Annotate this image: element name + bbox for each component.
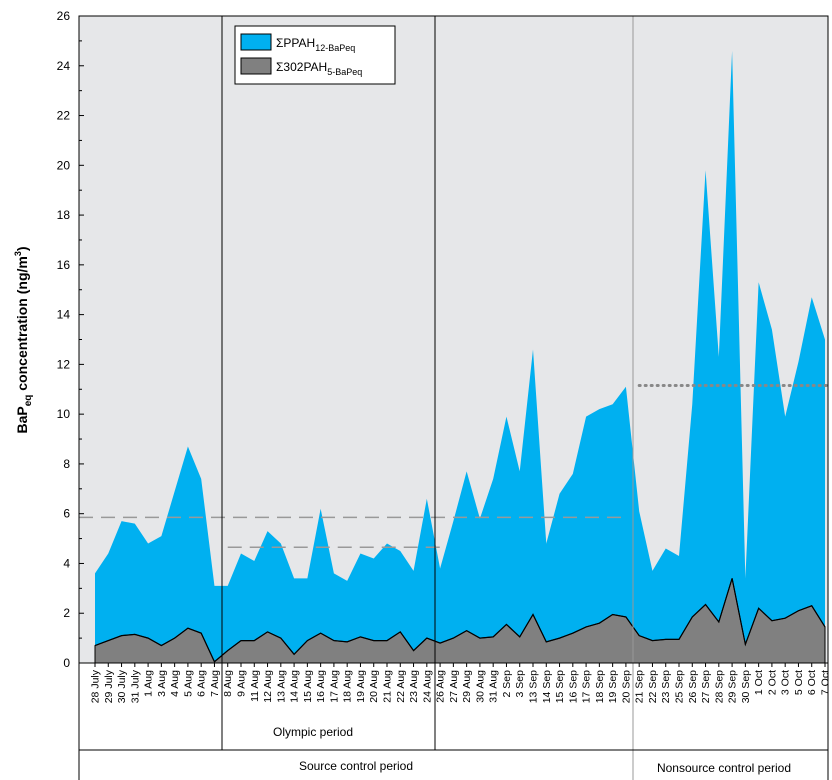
legend-swatch-ppah [240, 33, 272, 51]
x-tick-label: 18 Aug [342, 670, 354, 703]
x-tick-label: 20 Aug [368, 670, 380, 703]
y-tick-label: 26 [57, 9, 71, 23]
y-tick-label: 22 [57, 109, 71, 123]
legend-entry-ppah: ΣPPAH12-BaPeq [276, 36, 355, 53]
y-tick-label: 6 [63, 507, 70, 521]
area-series-group [94, 50, 826, 664]
y-tick-label: 24 [57, 59, 71, 73]
x-tick-label: 13 Aug [275, 670, 287, 703]
x-tick-label: 27 Sep [700, 670, 712, 703]
x-tick-label: 26 Sep [687, 670, 699, 703]
x-tick-label: 25 Sep [674, 670, 686, 703]
x-tick-label: 15 Aug [302, 670, 314, 703]
y-tick-label: 4 [63, 556, 70, 570]
x-tick-label: 15 Sep [554, 670, 566, 703]
x-tick-label: 3 Aug [156, 670, 168, 697]
x-tick-label: 26 Aug [435, 670, 447, 703]
x-tick-label: 21 Aug [382, 670, 394, 703]
x-tick-label: 16 Sep [567, 670, 579, 703]
x-tick-label: 6 Oct [806, 670, 818, 695]
x-tick-label: 4 Aug [169, 670, 181, 697]
x-axis: 28 July 29 July 30 July 31 July 1 Aug 3 Aug 4 … [90, 663, 832, 703]
x-tick-label: 31 Aug [488, 670, 500, 703]
area-ppah [95, 50, 825, 663]
x-tick-label: 1 Oct [753, 670, 765, 695]
x-tick-label: 29 Aug [461, 670, 473, 703]
x-tick-label: 19 Sep [607, 670, 619, 703]
olympic-period-label: Olympic period [273, 725, 353, 739]
y-tick-label: 20 [57, 158, 71, 172]
x-tick-label: 16 Aug [315, 670, 327, 703]
y-tick-label: 12 [57, 357, 71, 371]
y-tick-label: 2 [63, 606, 70, 620]
x-tick-label: 14 Sep [541, 670, 553, 703]
x-tick-label: 20 Sep [620, 670, 632, 703]
x-tick-label: 9 Aug [236, 670, 248, 697]
source-control-period-label: Source control period [299, 759, 413, 773]
x-tick-label: 24 Aug [421, 670, 433, 703]
reference-lines [79, 384, 830, 549]
legend: ΣPPAH12-BaPeq Σ302PAH5-BaPeq [234, 25, 396, 85]
x-tick-label: 31 July [129, 669, 141, 703]
x-tick-label: 3 Sep [514, 670, 526, 698]
x-tick-label: 12 Aug [262, 670, 274, 703]
y-tick-label: 0 [63, 656, 70, 670]
legend-swatch-302pah [240, 57, 272, 75]
x-tick-label: 5 Aug [182, 670, 194, 697]
x-tick-label: 30 Sep [740, 670, 752, 703]
x-tick-label: 29 Sep [727, 670, 739, 703]
x-tick-label: 22 Sep [647, 670, 659, 703]
x-tick-label: 14 Aug [289, 670, 301, 703]
x-tick-label: 22 Aug [395, 670, 407, 703]
x-tick-label: 7 Oct [820, 670, 832, 695]
x-tick-label: 5 Oct [793, 670, 805, 695]
x-tick-label: 30 July [116, 669, 128, 703]
y-tick-label: 14 [57, 308, 71, 322]
y-tick-label: 10 [57, 407, 71, 421]
x-tick-label: 6 Aug [196, 670, 208, 697]
x-tick-label: 17 Sep [581, 670, 593, 703]
x-tick-label: 23 Aug [408, 670, 420, 703]
nonsource-control-period-label: Nonsource control period [657, 761, 791, 775]
y-tick-label: 18 [57, 208, 71, 222]
x-tick-label: 18 Sep [594, 670, 606, 703]
legend-entry-302pah: Σ302PAH5-BaPeq [276, 60, 362, 77]
x-tick-label: 1 Aug [143, 670, 155, 697]
y-tick-label: 16 [57, 258, 71, 272]
x-tick-label: 19 Aug [355, 670, 367, 703]
x-tick-label: 17 Aug [328, 670, 340, 703]
x-tick-label: 21 Sep [634, 670, 646, 703]
x-tick-label: 11 Aug [249, 670, 261, 702]
x-tick-label: 27 Aug [448, 670, 460, 703]
x-tick-label: 2 Oct [766, 670, 778, 695]
x-tick-label: 7 Aug [209, 670, 221, 697]
x-tick-label: 28 Sep [713, 670, 725, 703]
x-tick-label: 29 July [103, 669, 115, 703]
line-302pah [94, 578, 826, 663]
y-tick-label: 8 [63, 457, 70, 471]
x-tick-label: 8 Aug [222, 670, 234, 697]
x-tick-label: 13 Sep [528, 670, 540, 703]
x-tick-label: 30 Aug [474, 670, 486, 703]
x-tick-label: 23 Sep [660, 670, 672, 703]
x-tick-label: 2 Sep [501, 670, 513, 698]
x-tick-label: 3 Oct [780, 670, 792, 695]
y-axis-title: BaPeq concentration (ng/m3) [13, 246, 34, 433]
x-tick-label: 28 July [90, 669, 102, 703]
